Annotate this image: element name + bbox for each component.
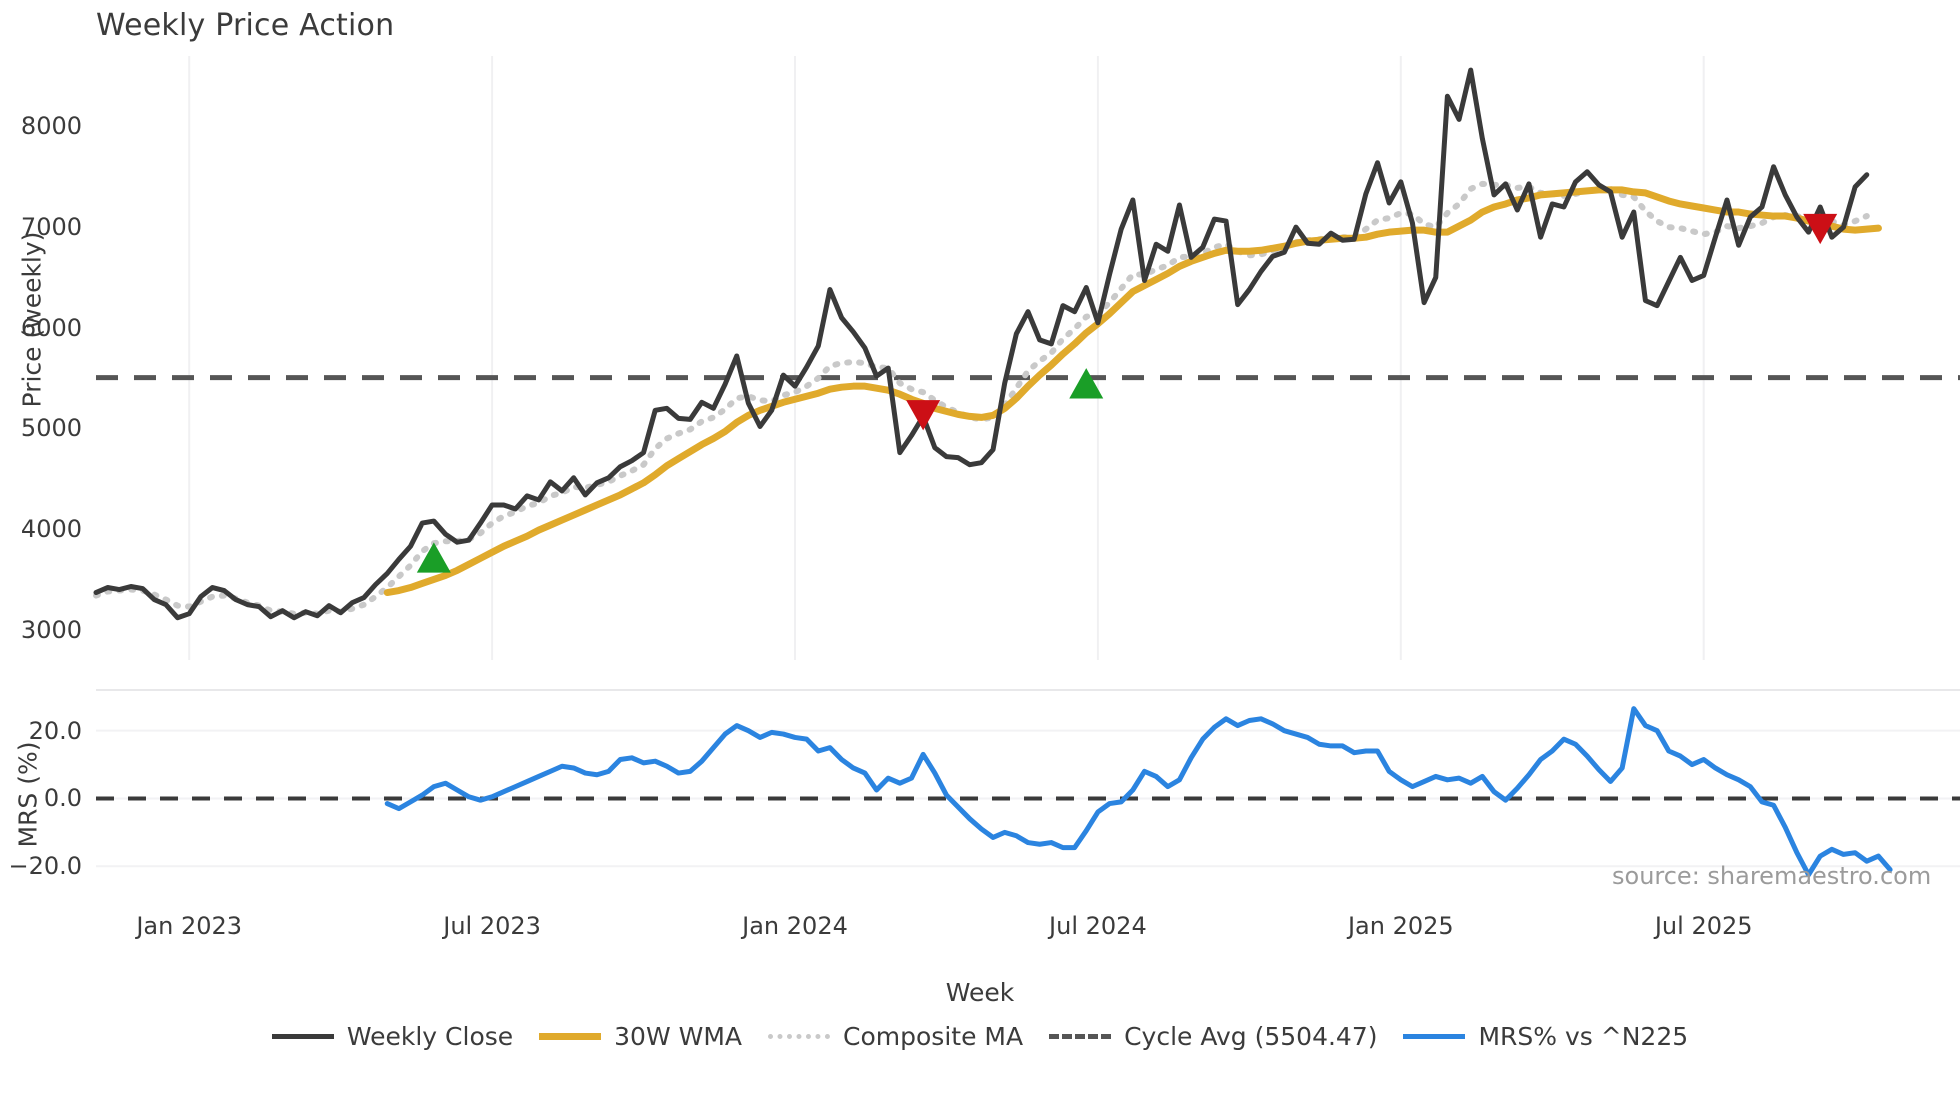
legend-swatch-3 (1049, 1034, 1112, 1039)
mrs-ytick-0: 20.0 (28, 716, 82, 745)
chart-legend: Weekly Close 30W WMA Composite MA Cycle Avg… (0, 1022, 1960, 1051)
legend-label-0: Weekly Close (346, 1022, 514, 1051)
page-title: Weekly Price Action (96, 8, 395, 43)
series-mrs-pct (384, 706, 1893, 878)
sell-marker-0[interactable] (906, 400, 941, 431)
xtick-1: Jul 2023 (443, 912, 541, 940)
series-composite-ma (93, 180, 1870, 617)
series-weekly-close (93, 67, 1870, 621)
legend-item-2[interactable]: Composite MA (768, 1022, 1023, 1051)
legend-label-2: Composite MA (843, 1022, 1024, 1051)
mrs-ytick-1: 0.0 (43, 784, 82, 813)
source-watermark: source: sharemaestro.com (1612, 862, 1932, 890)
buy-marker-0[interactable] (416, 542, 451, 573)
price-ytick-5: 3000 (20, 615, 82, 644)
price-ytick-4: 4000 (20, 515, 82, 544)
legend-item-0[interactable]: Weekly Close (271, 1022, 514, 1051)
series-30w-wma (383, 186, 1882, 597)
xtick-5: Jul 2025 (1654, 912, 1753, 940)
legend-swatch-1 (539, 1033, 602, 1040)
price-ytick-3: 5000 (20, 414, 82, 443)
xtick-2: Jan 2024 (742, 912, 848, 940)
legend-swatch-0 (271, 1034, 334, 1039)
xtick-3: Jul 2024 (1049, 912, 1147, 940)
xtick-0: Jan 2023 (136, 912, 243, 940)
legend-item-4[interactable]: MRS% vs ^N225 (1403, 1022, 1688, 1051)
legend-item-3[interactable]: Cycle Avg (5504.47) (1049, 1022, 1377, 1051)
legend-label-3: Cycle Avg (5504.47) (1124, 1022, 1378, 1051)
mrs-ytick-2: −20.0 (8, 852, 82, 881)
x-axis-title: Week (945, 978, 1015, 1007)
legend-swatch-4 (1403, 1034, 1466, 1039)
price-ytick-0: 8000 (20, 112, 82, 141)
legend-swatch-2 (768, 1034, 831, 1039)
price-ytick-1: 7000 (20, 213, 82, 242)
legend-item-1[interactable]: 30W WMA (539, 1022, 742, 1051)
sell-marker-1[interactable] (1803, 213, 1838, 245)
buy-marker-1[interactable] (1069, 368, 1104, 399)
xtick-4: Jan 2025 (1347, 912, 1454, 940)
price-ytick-2: 6000 (20, 313, 82, 342)
legend-label-4: MRS% vs ^N225 (1478, 1022, 1689, 1051)
legend-label-1: 30W WMA (614, 1022, 743, 1051)
